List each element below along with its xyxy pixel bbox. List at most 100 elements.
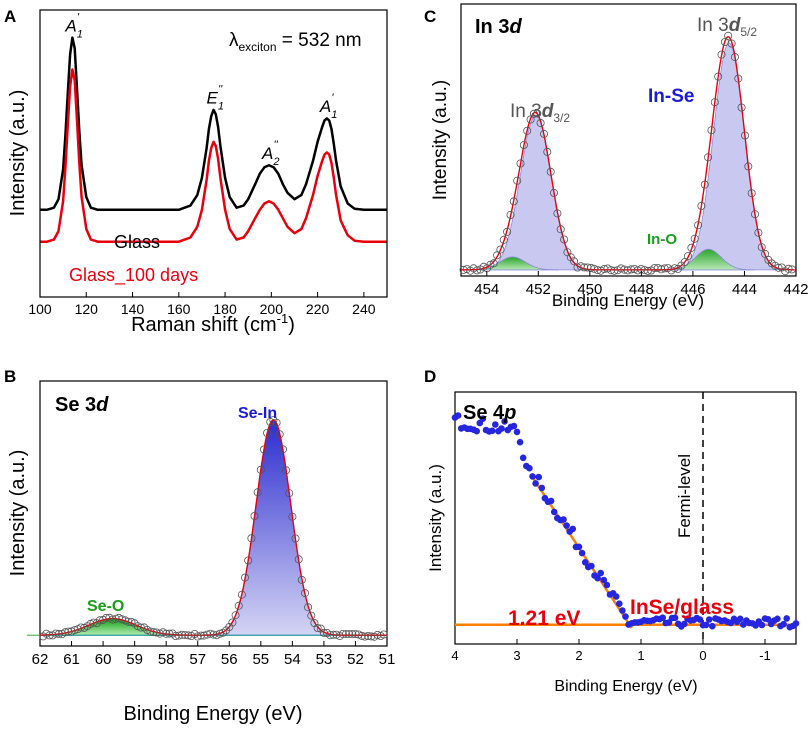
se3d-data-points (39, 416, 388, 641)
se4p-data-point (671, 614, 679, 622)
raman-peak-label: A2'' (261, 139, 279, 168)
se3d-data-point (341, 630, 350, 639)
se3d-x-tick-label: 57 (189, 651, 206, 668)
in3d-data-point (741, 131, 750, 140)
se4p-data-point (501, 418, 508, 425)
raman-x-ticks: 100 120 140 160 180 200 220 240 (28, 292, 376, 317)
raman-peak-label: A1' (319, 92, 337, 121)
se3d-data-point (162, 629, 171, 638)
in-o-label: In-O (647, 231, 677, 248)
se3d-x-tick-label: 61 (63, 651, 80, 668)
se3d-data-point (272, 418, 281, 427)
raman-x-axis-label: Raman shift (cm-1) (131, 311, 295, 336)
in3d-data-point (536, 119, 545, 128)
panel-a-raman: 100 120 140 160 180 200 220 240 A1' E1'' A2''A1' … (7, 9, 388, 336)
se3d-data-point (300, 589, 309, 598)
exciton-label: λexciton = 532 nm (229, 30, 362, 54)
se3d-data-point (247, 534, 256, 543)
se3d-data-point (215, 629, 224, 638)
se3d-data-point (152, 628, 161, 637)
in3d-data-point (556, 225, 565, 234)
se4p-data-point (569, 525, 577, 533)
se4p-data-point (702, 621, 710, 629)
se-in-label: Se-In (238, 405, 277, 422)
se3d-data-point (228, 618, 237, 627)
se3d-data-point (149, 628, 158, 637)
in3d-data-point (744, 162, 753, 171)
se3d-data-point (338, 630, 347, 639)
in3d-data-point (704, 153, 713, 162)
in3d-data-point (607, 266, 616, 275)
in-se-label: In-Se (648, 86, 694, 107)
in3d-data-point (707, 126, 716, 135)
se4p-data-point (473, 427, 481, 435)
se3d-x-tick-label: 53 (316, 651, 333, 668)
se3d-x-tick-label: 58 (158, 651, 175, 668)
se3d-x-tick-label: 52 (347, 651, 364, 668)
se3d-data-point (285, 489, 294, 498)
legend-glass-100-days: Glass_100 days (69, 265, 198, 286)
se3d-data-point (51, 629, 60, 638)
fermi-level-label: Fermi-level (675, 454, 694, 538)
panel-d-se4p: 4 3 2 1 0 -1 Se 4p Fermi-level 1.21 eV InSe/g… (426, 391, 800, 695)
se4p-data-point (532, 480, 539, 487)
se4p-data-point (535, 473, 542, 481)
se4p-data-point (600, 576, 608, 584)
se4p-data-point (612, 593, 620, 600)
in3d-data-point (727, 39, 736, 48)
se4p-data-point (622, 613, 629, 620)
raman-series-glass (40, 36, 387, 212)
se3d-x-tick-label: 55 (252, 651, 269, 668)
in3d-data-point (472, 266, 481, 275)
se4p-x-tick-label: 2 (575, 648, 582, 663)
se3d-data-point (364, 632, 373, 641)
se3d-data-point (231, 611, 240, 620)
raman-x-tick-label: 160 (167, 301, 191, 317)
se3d-data-point (367, 632, 376, 641)
se3d-data-point (206, 629, 215, 638)
se3d-data-point (61, 628, 70, 637)
se3d-data-point (373, 630, 382, 639)
se4p-data-point (519, 454, 527, 462)
se3d-data-point (146, 627, 155, 636)
in3d-data-point (680, 258, 689, 267)
in3d-x-axis-label: Binding Energy (eV) (552, 291, 704, 310)
se4p-data-point (513, 428, 521, 436)
se4p-data-point (705, 616, 713, 623)
in3d-data-point (519, 140, 528, 149)
se4p-data-point (510, 422, 518, 430)
se3d-data-point (77, 623, 86, 632)
in3d-data-point (690, 234, 699, 243)
se3d-data-point (250, 512, 259, 521)
in3d-x-tick-label: 452 (526, 281, 551, 298)
in3d-x-ticks: 454 452 450 448 446 444 442 (474, 271, 809, 298)
raman-peak-label: A1' (64, 11, 82, 40)
raman-x-tick-label: 120 (75, 301, 99, 317)
se-o-label: Se-O (87, 598, 124, 615)
se4p-data-point (736, 615, 744, 623)
panel-letter-d: D (424, 367, 436, 386)
in3d-x-tick-label: 444 (732, 281, 757, 298)
in3d-data-point (503, 227, 512, 236)
in3d-data-point (496, 245, 505, 254)
se4p-data-point (547, 497, 555, 505)
in3d-data-point (724, 31, 733, 40)
raman-x-tick-label: 180 (213, 301, 237, 317)
se4p-data-point (696, 616, 704, 623)
in3d-x-tick-label: 446 (680, 281, 705, 298)
se3d-x-ticks: 62 61 60 59 58 57 56 55 54 53 52 51 (32, 641, 395, 668)
se3d-data-point (64, 627, 73, 636)
in3d-data-point (787, 265, 796, 274)
raman-x-tick-label: 240 (352, 301, 376, 317)
se4p-data-point (792, 620, 800, 627)
se4p-x-tick-label: 1 (637, 648, 644, 663)
in3d-data-point (550, 188, 559, 197)
in3d-data-point (700, 180, 709, 189)
se3d-data-point (275, 430, 284, 439)
se4p-data-points (451, 412, 800, 631)
in3d-data-point (489, 259, 498, 268)
in3d32-peak (479, 114, 592, 271)
se3d-data-point (307, 611, 316, 620)
in3d-data-point (570, 257, 579, 266)
in3d-data-point (620, 265, 629, 274)
